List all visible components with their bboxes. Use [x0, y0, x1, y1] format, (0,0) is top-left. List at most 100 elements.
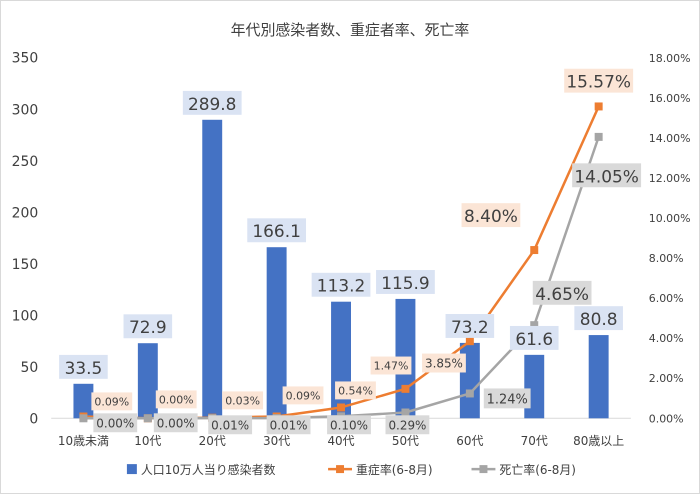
y-right-tick-label: 8.00% [649, 252, 684, 265]
data-label-box [222, 391, 264, 410]
bar [73, 383, 94, 419]
data-label: 33.5 [65, 358, 103, 378]
y-right-tick-label: 6.00% [649, 292, 684, 305]
series-point [401, 384, 410, 393]
x-tick-label: 50代 [392, 434, 419, 448]
x-tick-label: 30代 [263, 434, 290, 448]
data-label-box [532, 280, 592, 305]
y-right-tick-label: 12.00% [649, 172, 691, 185]
data-label: 0.09% [94, 395, 129, 408]
x-tick-label: 80歳以上 [573, 434, 624, 448]
data-label-box [266, 415, 311, 435]
data-label-box [282, 386, 324, 405]
bar-series [73, 119, 609, 419]
data-label-box [564, 68, 634, 93]
data-label: 8.40% [464, 206, 518, 226]
data-label: 166.1 [252, 221, 300, 241]
y-left-tick-label: 300 [12, 102, 39, 118]
data-label-box [335, 381, 376, 400]
data-label: 4.65% [535, 284, 589, 304]
y-left-tick-label: 50 [21, 360, 39, 376]
data-label: 72.9 [129, 317, 167, 337]
data-label: 0.00% [157, 416, 195, 430]
y-left-tick-label: 100 [12, 308, 39, 324]
legend-label: 人口10万人当り感染者数 [141, 462, 276, 477]
series-point [79, 414, 88, 423]
series-point [594, 132, 603, 141]
series-point [530, 321, 539, 330]
x-tick-label: 10歳未満 [58, 434, 109, 448]
data-label-box [208, 415, 253, 435]
series-point [401, 408, 410, 417]
y-left-tick-label: 150 [12, 257, 39, 273]
data-label: 0.10% [330, 418, 368, 432]
data-label-box [123, 314, 173, 339]
axes: 0 50 100 150 200 250 300 350 0.00% 2.00% 4.00% 6.00… [12, 51, 691, 448]
data-label-box [461, 203, 521, 228]
data-label: 15.57% [566, 72, 631, 92]
data-label-box [509, 325, 559, 350]
data-label: 0.00% [96, 416, 134, 430]
y-right-tick-label: 16.00% [649, 92, 691, 105]
bar [266, 247, 287, 419]
y-right-tick-label: 18.00% [649, 52, 691, 65]
y-left-tick-label: 200 [12, 205, 39, 221]
series-point [465, 337, 474, 346]
x-tick-label: 40代 [327, 434, 354, 448]
data-label-box [376, 270, 435, 294]
bar [588, 335, 609, 419]
data-label-box [182, 90, 242, 115]
data-label: 0.54% [338, 384, 373, 397]
bar [524, 354, 545, 419]
series-point [337, 403, 346, 412]
data-label: 0.01% [211, 418, 249, 432]
data-label-box [572, 163, 642, 188]
data-label: 1.24% [487, 392, 528, 407]
bar [137, 343, 158, 419]
data-label: 73.2 [451, 317, 489, 337]
data-label-box [153, 413, 198, 433]
data-label: 0.00% [159, 393, 194, 406]
data-label-box [93, 413, 138, 433]
data-label-box [311, 272, 371, 297]
data-label-box [483, 388, 531, 409]
y-right-tick-label: 10.00% [649, 212, 691, 225]
data-label: 0.29% [388, 418, 426, 432]
x-tick-label: 60代 [456, 434, 483, 448]
data-label: 61.6 [515, 329, 553, 349]
legend-label: 重症率(6-8月) [356, 462, 433, 477]
data-label: 113.2 [317, 276, 365, 296]
y-left-tick-label: 250 [12, 154, 39, 170]
legend-swatch [336, 465, 345, 474]
y-right-tick-label: 2.00% [649, 372, 684, 385]
data-labels: 33.5 72.9 289.8 166.1 113.2 115.9 73.2 61.6 80.8… [59, 68, 642, 435]
legend: 人口10万人当り感染者数 重症率(6-8月) 死亡率(6-8月) [126, 462, 576, 477]
series-point [594, 102, 603, 111]
x-tick-label: 10代 [134, 434, 161, 448]
data-label-box [91, 392, 133, 411]
data-label: 14.05% [574, 166, 639, 186]
y-left-tick-label: 0 [29, 411, 38, 427]
data-label-box [445, 314, 495, 338]
legend-label: 死亡率(6-8月) [499, 462, 576, 477]
series-point [465, 389, 474, 398]
x-tick-label: 70代 [521, 434, 548, 448]
data-label: 0.01% [270, 418, 308, 432]
data-label-box [155, 390, 197, 409]
chart-title: 年代別感染者数、重症者率、死亡率 [231, 21, 470, 39]
series-point [143, 414, 152, 423]
y-right-tick-label: 0.00% [649, 412, 684, 425]
data-label: 3.85% [425, 357, 463, 371]
data-label: 0.03% [225, 394, 260, 407]
legend-swatch [479, 465, 488, 474]
legend-swatch [126, 464, 137, 475]
x-tick-label: 20代 [199, 434, 226, 448]
data-label-box [422, 353, 466, 373]
data-label: 0.09% [286, 389, 321, 402]
data-label: 1.47% [374, 360, 409, 373]
data-label: 80.8 [580, 309, 618, 329]
bar [331, 301, 351, 419]
y-right-tick-label: 4.00% [649, 332, 684, 345]
data-label: 115.9 [381, 273, 429, 293]
